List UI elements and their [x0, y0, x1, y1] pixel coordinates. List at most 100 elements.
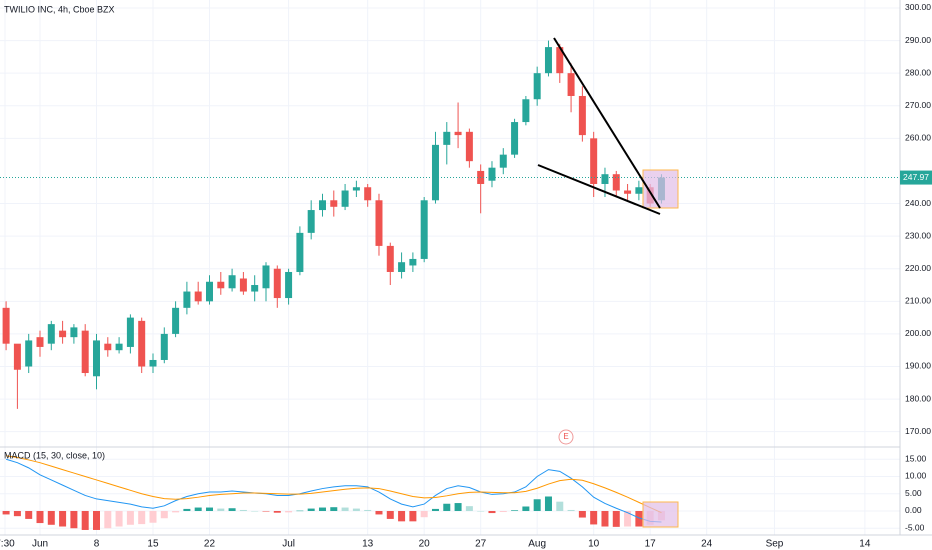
y-tick-label: 260.00 [905, 133, 931, 143]
y-tick-label: 5.00 [905, 488, 922, 498]
histogram-bar [239, 509, 247, 511]
histogram-bar [104, 510, 112, 529]
x-tick-label: Sep [766, 539, 784, 550]
x-tick-label: 10 [588, 539, 600, 550]
histogram-bar [194, 507, 202, 511]
y-tick-label: 220.00 [905, 263, 931, 273]
x-tick-label: 20 [419, 539, 431, 550]
candle-body [578, 95, 586, 136]
trend-line [553, 37, 661, 209]
event-marker-label[interactable]: E [563, 432, 568, 441]
macd-line [5, 458, 662, 523]
y-tick-label: 280.00 [905, 67, 931, 77]
candle-body [81, 330, 89, 374]
event-marker[interactable] [558, 429, 574, 445]
last-price-label: 247.97 [903, 172, 929, 182]
x-tick-label: 15 [147, 539, 159, 550]
candle-body [70, 327, 78, 338]
histogram-bar [511, 510, 519, 511]
candle-body [2, 307, 10, 344]
histogram-bar [262, 510, 270, 512]
candle-body [228, 275, 236, 289]
histogram-bar [578, 510, 586, 518]
y-tick-label: 240.00 [905, 198, 931, 208]
x-tick-label: Aug [528, 539, 546, 550]
y-tick-label: 300.00 [905, 2, 931, 12]
histogram-bar [172, 510, 180, 513]
target-box-macd [642, 501, 679, 528]
candle-body [149, 359, 157, 367]
marks [0, 40, 900, 530]
histogram-bar [47, 510, 55, 525]
grid [0, 0, 900, 535]
x-tick-label: 17 [645, 539, 657, 550]
candle-body [635, 187, 643, 194]
histogram-bar [567, 509, 575, 511]
histogram-bar [612, 510, 620, 527]
histogram-bar [386, 510, 394, 519]
candle-body [567, 73, 575, 96]
histogram-bar [635, 510, 643, 527]
histogram-bar [92, 510, 100, 530]
candle-body [499, 154, 507, 168]
candle-body [172, 307, 180, 334]
x-tick-label: 7:30 [0, 539, 15, 550]
histogram-bar [330, 507, 338, 511]
histogram-bar [375, 510, 383, 515]
y-tick-label: -5.00 [905, 522, 925, 532]
histogram-bar [251, 510, 259, 512]
histogram-bar [36, 510, 44, 524]
candle-body [364, 187, 372, 201]
y-tick-label: 270.00 [905, 100, 931, 110]
candle-body [409, 258, 417, 266]
candle-body [160, 333, 168, 360]
y-tick-label: 10.00 [905, 471, 927, 481]
candle-body [262, 265, 270, 289]
candle-body [115, 343, 123, 351]
candle-body [318, 200, 326, 211]
x-tick-label: 8 [94, 539, 100, 550]
candle-body [92, 340, 100, 377]
candle-body [194, 291, 202, 302]
histogram-bar [25, 510, 33, 519]
chart-title: TWILIO INC, 4h, Cboe BZX [4, 4, 115, 14]
histogram-bar [477, 510, 485, 512]
candle-body [285, 271, 293, 299]
candle-body [454, 131, 462, 136]
x-tick-label: 13 [362, 539, 374, 550]
histogram-bar [138, 510, 146, 525]
histogram-bar [13, 510, 21, 517]
y-tick-label: 200.00 [905, 328, 931, 338]
candle-body [138, 320, 146, 367]
candle-body [624, 190, 632, 194]
histogram-bar [160, 510, 168, 519]
histogram-bar [533, 499, 541, 511]
candle-body [59, 330, 67, 338]
histogram-bar [443, 503, 451, 511]
histogram-bar [228, 508, 236, 511]
histogram-bar [217, 508, 225, 511]
histogram-bar [420, 510, 428, 518]
histogram-bar [624, 510, 632, 527]
candle-body [511, 122, 519, 155]
histogram-bar [364, 509, 372, 511]
histogram-bar [318, 507, 326, 511]
last-price-badge [900, 170, 932, 185]
histogram-bar [431, 508, 439, 511]
candle-body [13, 343, 21, 370]
macd-line [6, 455, 662, 514]
candle-body [556, 47, 564, 74]
histogram-bar [590, 510, 598, 525]
candle-body [601, 174, 609, 184]
histogram-bar [601, 510, 609, 527]
candle-body [341, 190, 349, 207]
candle-body [307, 210, 315, 233]
candle-body [330, 200, 338, 207]
candle-body [126, 317, 134, 347]
histogram-bar [285, 510, 293, 513]
candle-body [431, 144, 439, 201]
x-tick-label: 24 [701, 539, 713, 550]
y-tick-label: 210.00 [905, 296, 931, 306]
